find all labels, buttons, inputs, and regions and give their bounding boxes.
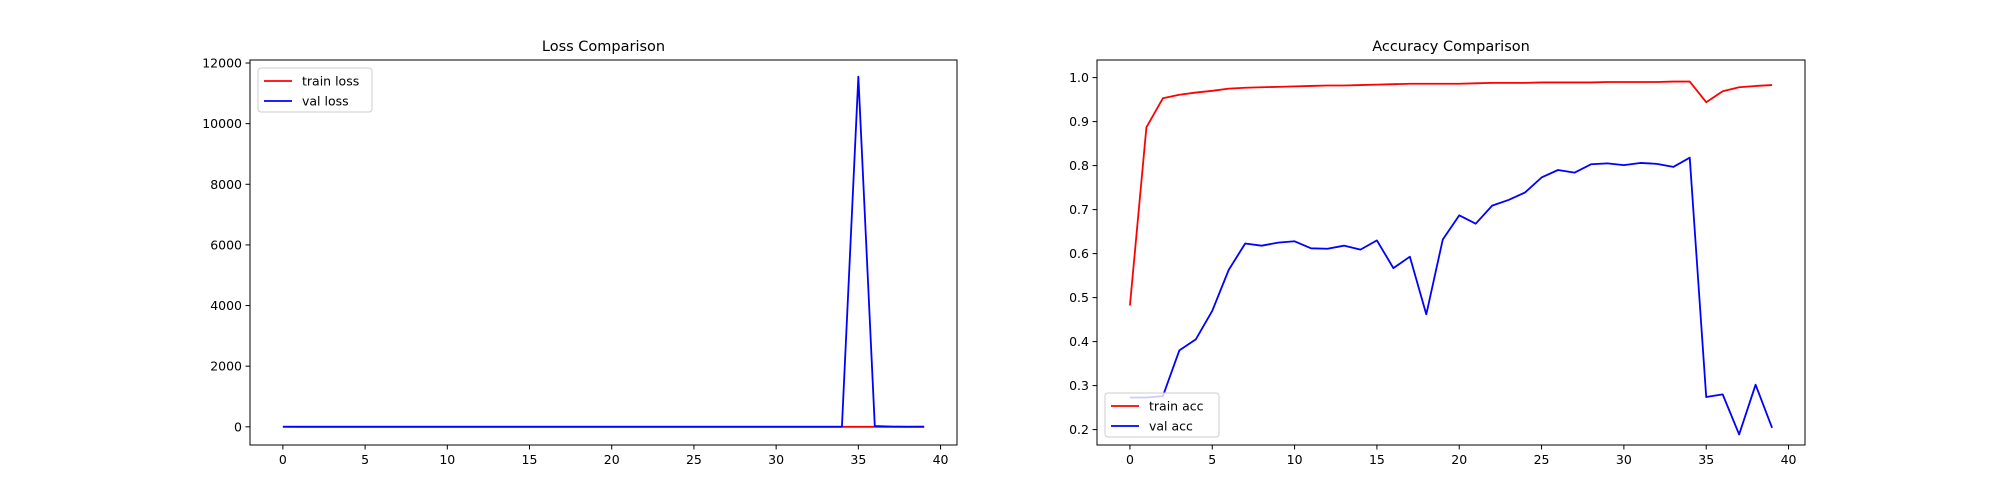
accuracy-y-tick-label: 0.3 <box>1069 378 1089 393</box>
accuracy-chart: Accuracy Comparison 0 5 10 15 20 25 30 35 40 0.2 0.… <box>1069 39 1806 467</box>
loss-x-tick-label: 20 <box>604 452 620 467</box>
loss-x-tick-label: 30 <box>768 452 784 467</box>
loss-y-tick-label: 6000 <box>210 237 242 252</box>
accuracy-series-group <box>1129 80 1773 436</box>
loss-y-tick-label: 4000 <box>210 298 242 313</box>
accuracy-y-tick-label: 0.9 <box>1069 114 1089 129</box>
loss-y-tick-label: 0 <box>234 419 242 434</box>
loss-legend-label: train loss <box>302 74 359 89</box>
accuracy-x-tick-label: 25 <box>1534 452 1550 467</box>
loss-x-tick-label: 0 <box>279 452 287 467</box>
loss-x-tick-label: 25 <box>686 452 702 467</box>
accuracy-y-tick-label: 0.6 <box>1069 246 1089 261</box>
loss-x-tick-label: 5 <box>361 452 369 467</box>
accuracy-x-tick-label: 5 <box>1208 452 1216 467</box>
loss-x-tick-label: 15 <box>522 452 538 467</box>
loss-y-tick-label: 10000 <box>202 116 242 131</box>
accuracy-x-tick-label: 10 <box>1287 452 1303 467</box>
loss-x-tick-label: 10 <box>439 452 455 467</box>
accuracy-axes-frame <box>1096 59 1806 446</box>
accuracy-legend-label: train acc <box>1149 399 1204 414</box>
accuracy-legend-label: val acc <box>1149 419 1193 434</box>
loss-legend: train loss val loss <box>257 67 373 113</box>
loss-y-tick-label: 2000 <box>210 359 242 374</box>
accuracy-x-tick-label: 15 <box>1369 452 1385 467</box>
accuracy-legend: train acc val acc <box>1104 392 1220 438</box>
loss-legend-label: val loss <box>302 94 349 109</box>
accuracy-y-tick-label: 1.0 <box>1069 70 1089 85</box>
loss-axes-frame <box>249 59 958 446</box>
accuracy-y-tick-label: 0.8 <box>1069 158 1089 173</box>
accuracy-chart-title: Accuracy Comparison <box>1372 39 1530 55</box>
loss-series-group <box>282 75 925 428</box>
accuracy-series-line-train-acc <box>1129 80 1773 306</box>
accuracy-x-tick-label: 40 <box>1781 452 1797 467</box>
loss-chart: Loss Comparison 0 5 10 15 20 25 30 35 40 0 2000 4000… <box>202 39 958 467</box>
loss-y-tick-label: 8000 <box>210 177 242 192</box>
loss-series-line-val-loss <box>282 75 925 428</box>
accuracy-x-tick-label: 30 <box>1616 452 1632 467</box>
loss-x-tick-label: 40 <box>933 452 949 467</box>
loss-chart-title: Loss Comparison <box>542 39 665 55</box>
accuracy-x-tick-label: 35 <box>1698 452 1714 467</box>
accuracy-y-tick-label: 0.4 <box>1069 334 1089 349</box>
accuracy-y-tick-label: 0.5 <box>1069 290 1089 305</box>
accuracy-y-tick-label: 0.7 <box>1069 202 1089 217</box>
accuracy-x-tick-label: 0 <box>1126 452 1134 467</box>
loss-x-tick-label: 35 <box>850 452 866 467</box>
loss-y-tick-label: 12000 <box>202 56 242 71</box>
accuracy-y-tick-label: 0.2 <box>1069 422 1089 437</box>
accuracy-x-tick-label: 20 <box>1451 452 1467 467</box>
accuracy-series-line-val-acc <box>1129 156 1773 436</box>
